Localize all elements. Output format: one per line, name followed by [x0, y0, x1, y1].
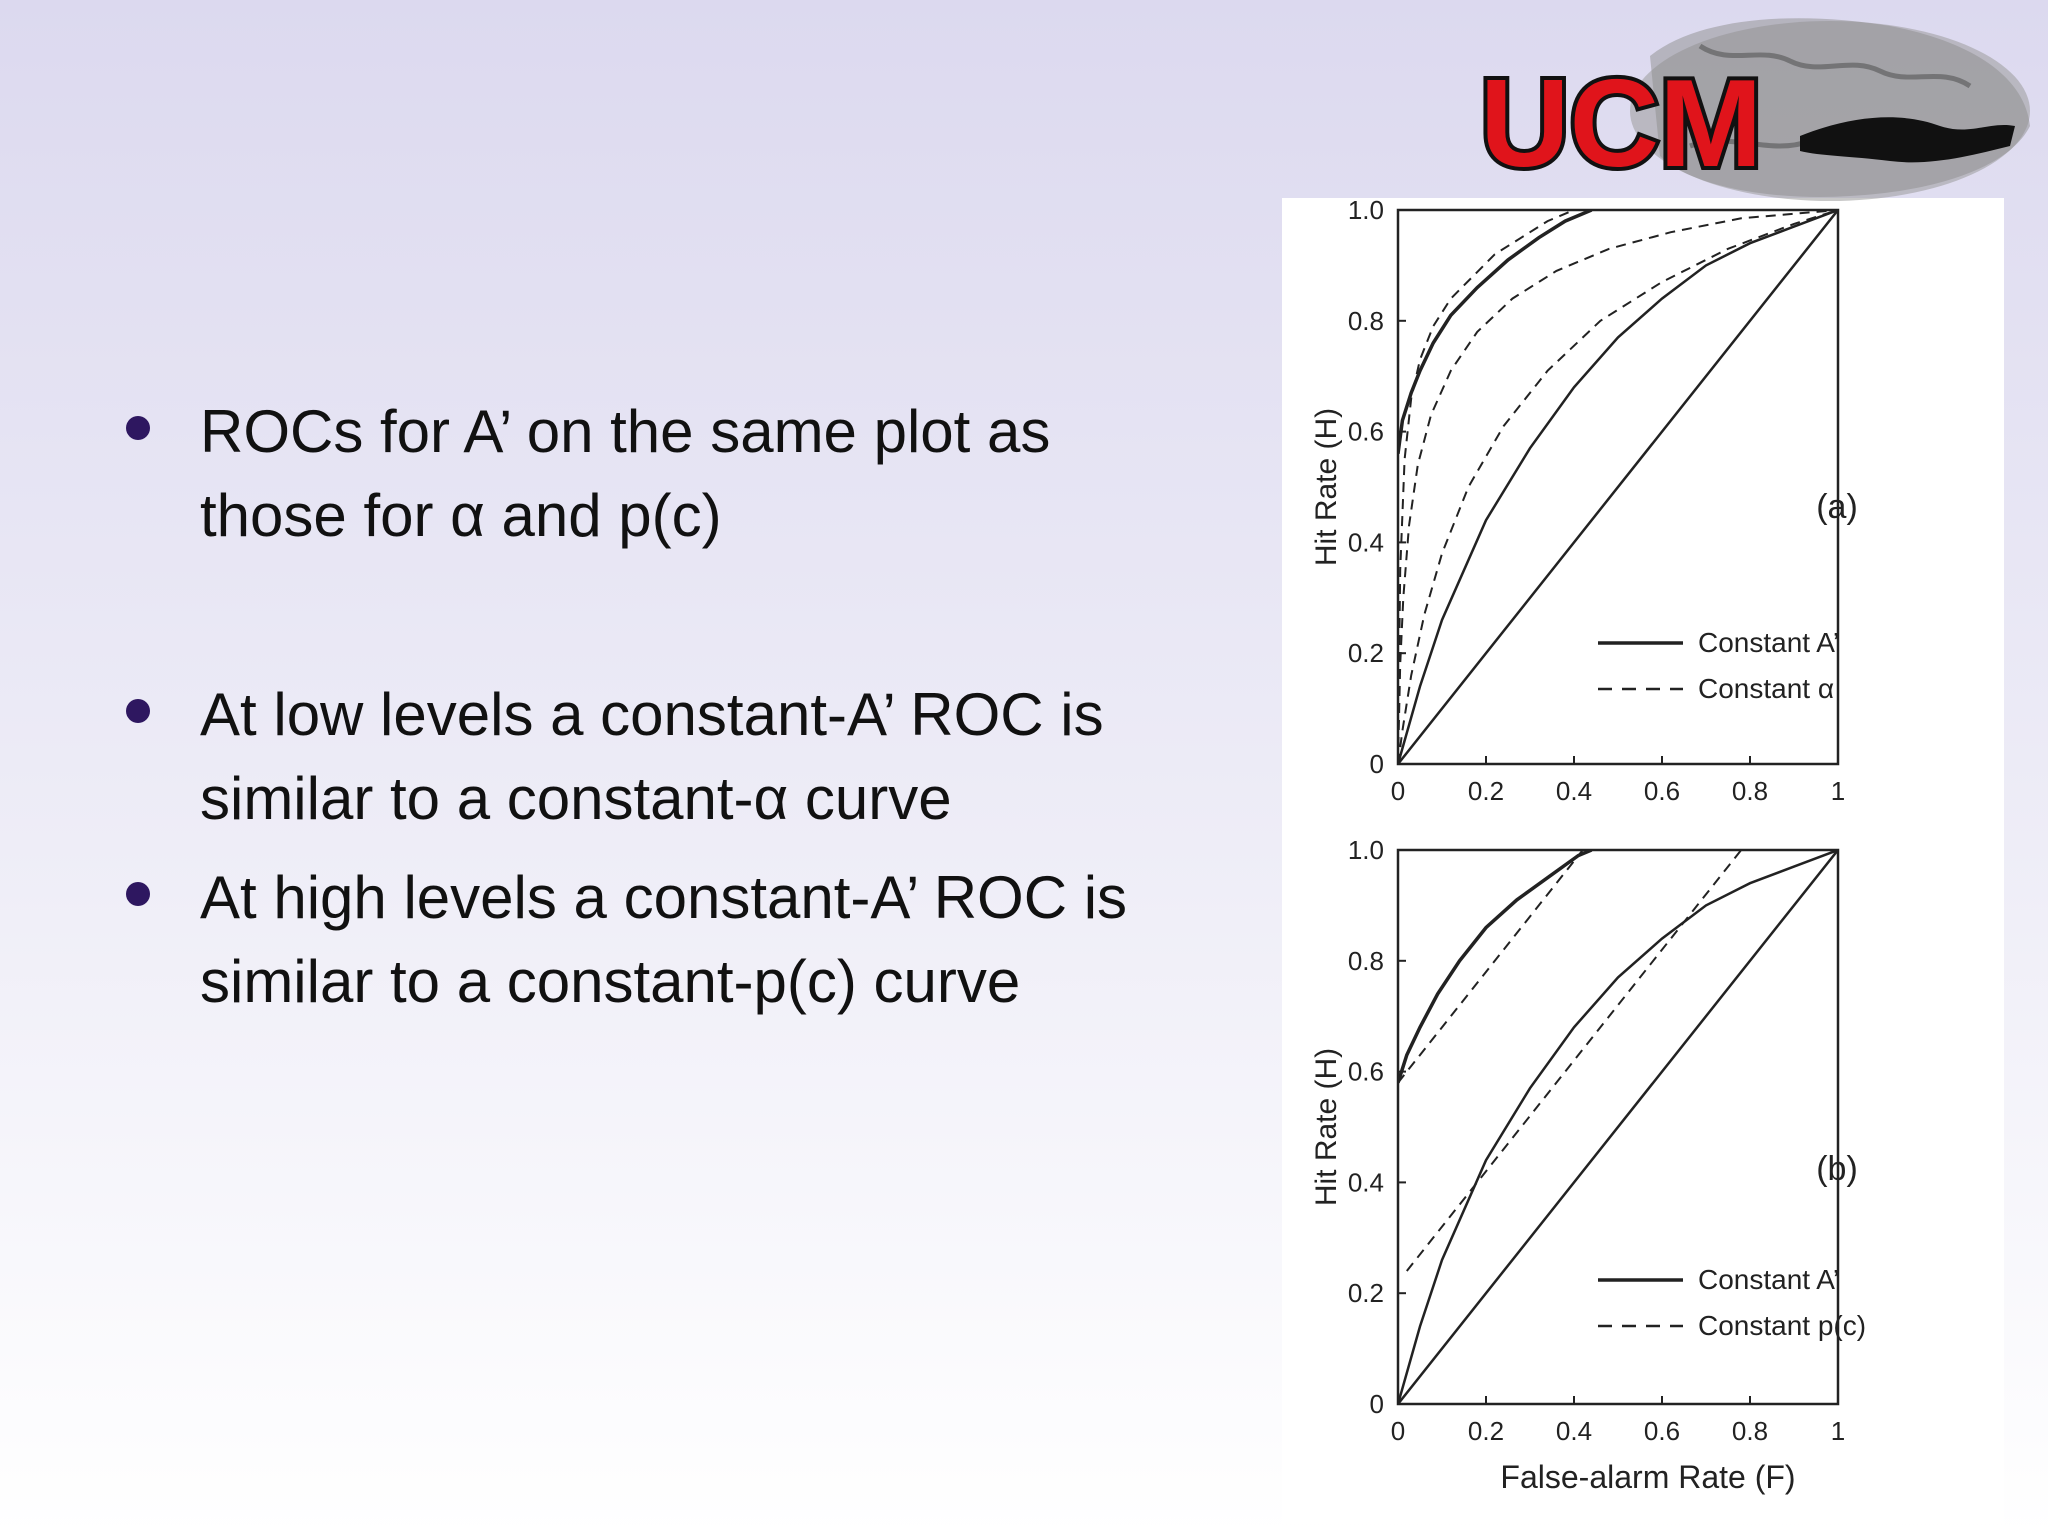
- x-tick-label: 1: [1831, 1416, 1845, 1446]
- y-tick-label: 0.6: [1348, 417, 1384, 447]
- x-tick-label: 0.6: [1644, 776, 1680, 806]
- y-tick-label: 0.8: [1348, 946, 1384, 976]
- dashed-curve: [1398, 210, 1838, 764]
- logo-text: UCM: [1480, 55, 1762, 193]
- bullet-line: ROCs for A’ on the same plot as: [200, 398, 1051, 465]
- x-tick-label: 0.6: [1644, 1416, 1680, 1446]
- bullet-dot: [126, 699, 150, 723]
- legend-label: Constant A’: [1698, 627, 1839, 658]
- solid-curve: [1398, 210, 1838, 764]
- brain-graphic: [1630, 18, 2030, 201]
- y-tick-label: 0.8: [1348, 306, 1384, 336]
- ucm-logo: UCM: [1476, 18, 2030, 201]
- y-axis-label: Hit Rate (H): [1310, 1048, 1343, 1206]
- bullet-line: At high levels a constant-A’ ROC is: [200, 864, 1128, 931]
- solid-curve: [1398, 210, 1593, 455]
- x-axis-label: False-alarm Rate (F): [1500, 1459, 1795, 1495]
- dashed-curve: [1406, 850, 1742, 1272]
- bullet-line: those for α and p(c): [200, 482, 722, 549]
- x-tick-label: 0.8: [1732, 1416, 1768, 1446]
- y-tick-label: 1.0: [1348, 198, 1384, 225]
- y-tick-label: 0: [1370, 1389, 1384, 1419]
- y-tick-label: 1.0: [1348, 835, 1384, 865]
- dashed-curve: [1398, 210, 1838, 764]
- x-tick-label: 0.4: [1556, 1416, 1592, 1446]
- y-axis-label: Hit Rate (H): [1310, 408, 1343, 566]
- x-tick-label: 1: [1831, 776, 1845, 806]
- y-tick-label: 0.4: [1348, 527, 1384, 557]
- solid-curve: [1398, 850, 1593, 1084]
- bullet-line: At low levels a constant-A’ ROC is: [200, 681, 1104, 748]
- legend-label: Constant A’: [1698, 1264, 1839, 1295]
- solid-curve: [1398, 850, 1838, 1404]
- solid-curve: [1398, 850, 1838, 1404]
- y-tick-label: 0.4: [1348, 1167, 1384, 1197]
- legend-label: Constant α: [1698, 673, 1834, 704]
- bullet-line: similar to a constant-p(c) curve: [200, 948, 1021, 1015]
- x-tick-label: 0.4: [1556, 776, 1592, 806]
- y-tick-label: 0.6: [1348, 1057, 1384, 1087]
- bullet-line: similar to a constant-α curve: [200, 765, 952, 832]
- bullet-dot: [126, 416, 150, 440]
- roc-charts: 0 0.2 0.4 0.6 0.8 1 0 0.2 0.4 0.6 0.8 1.0 Hit Rate (…: [1310, 198, 1866, 1495]
- x-tick-label: 0: [1391, 1416, 1405, 1446]
- x-tick-label: 0.8: [1732, 776, 1768, 806]
- y-tick-label: 0.2: [1348, 638, 1384, 668]
- legend-label: Constant p(c): [1698, 1310, 1866, 1341]
- solid-curve: [1398, 210, 1838, 764]
- y-tick-label: 0: [1370, 749, 1384, 779]
- panel-label: (a): [1816, 488, 1858, 526]
- x-tick-label: 0: [1391, 776, 1405, 806]
- y-tick-label: 0.2: [1348, 1278, 1384, 1308]
- dashed-curve: [1398, 850, 1584, 1084]
- bullet-dot: [126, 882, 150, 906]
- x-tick-label: 0.2: [1468, 776, 1504, 806]
- panel-label: (b): [1816, 1150, 1858, 1188]
- x-tick-label: 0.2: [1468, 1416, 1504, 1446]
- roc-figure: 0 0.2 0.4 0.6 0.8 1 0 0.2 0.4 0.6 0.8 1.0 Hit Rate (…: [1282, 198, 2004, 1524]
